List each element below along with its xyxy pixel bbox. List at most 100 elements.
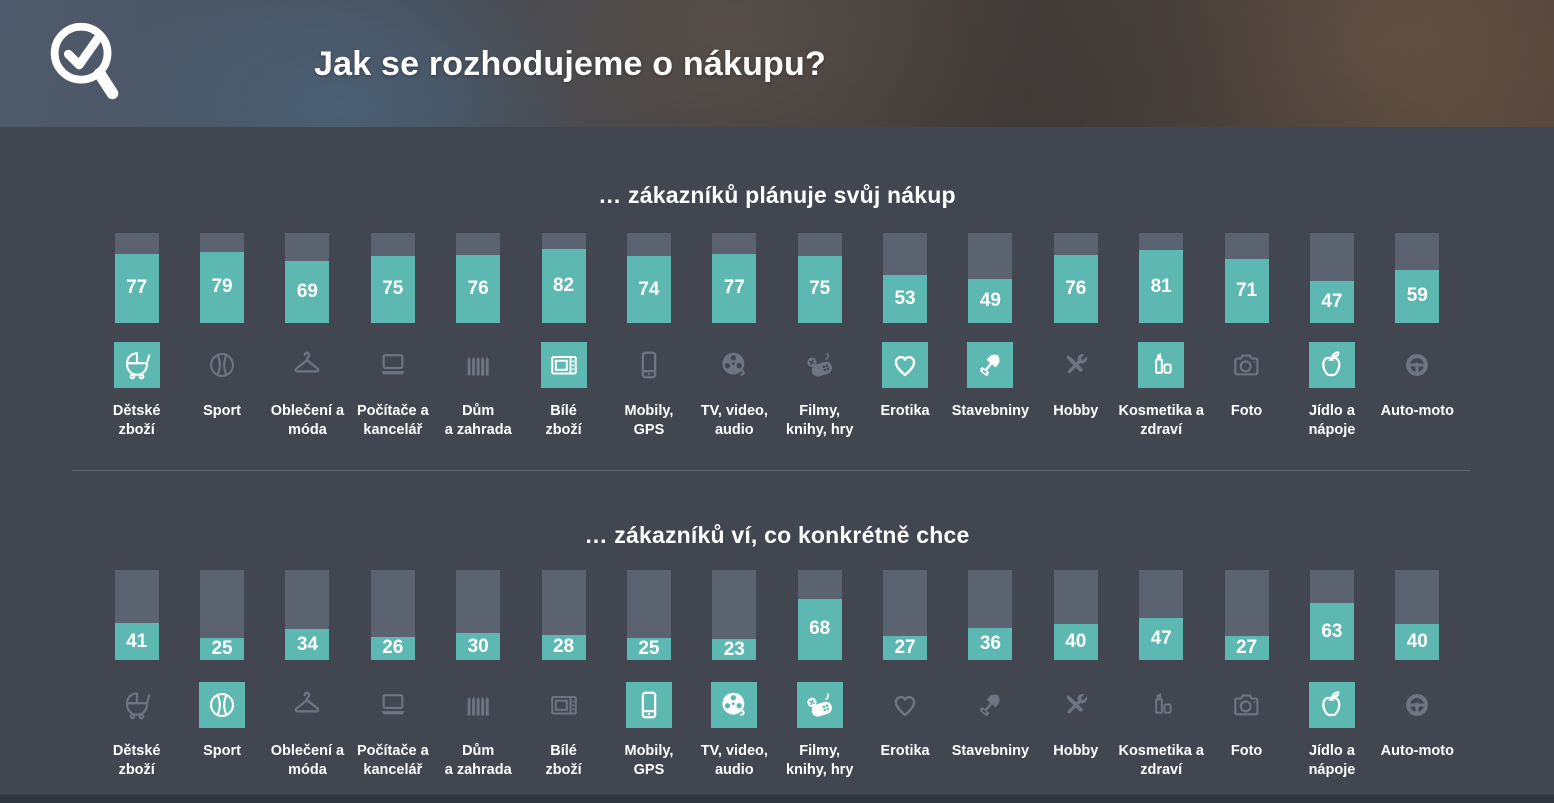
bar-fill: 41	[114, 623, 159, 660]
bar-fill: 59	[1395, 269, 1440, 323]
bar-value: 49	[979, 289, 1001, 311]
category-label: Mobily, GPS	[625, 402, 674, 439]
category-label: Kosmetika a zdraví	[1118, 402, 1203, 439]
bottom-strip	[0, 795, 1554, 803]
category-label: Dětské zboží	[113, 402, 161, 439]
category-label-line: Počítače a	[356, 403, 429, 419]
microwave-icon	[540, 342, 587, 388]
category-label-line: TV, video,	[700, 743, 768, 759]
bar-fill: 26	[370, 636, 415, 660]
bar-fill: 71	[1224, 259, 1269, 323]
category-label-line: nápoje	[1308, 761, 1356, 778]
category-label-line: Dům	[462, 403, 495, 419]
category-column: 30 Dům a zahrada	[436, 570, 521, 779]
category-column: 81 Kosmetika a zdraví	[1118, 233, 1204, 439]
bar-track: 49	[968, 233, 1013, 323]
category-label-line: Filmy,	[799, 743, 841, 759]
category-label-line: Auto-moto	[1380, 403, 1454, 419]
bar-fill: 75	[797, 255, 842, 323]
bar-track: 82	[541, 233, 586, 323]
category-label-line: Stavebniny	[951, 743, 1030, 759]
bar-value: 71	[1235, 280, 1258, 302]
bar-value: 41	[126, 630, 148, 652]
category-label-line: Mobily,	[624, 403, 674, 419]
bar-fill: 36	[968, 627, 1013, 660]
category-label: Filmy, knihy, hry	[786, 742, 853, 779]
bar-value: 76	[467, 277, 489, 299]
laptop-icon	[370, 342, 416, 388]
bar-value: 36	[979, 632, 1001, 654]
category-column: 76 Dům a zahrada	[436, 233, 521, 439]
header-photo	[0, 0, 1554, 127]
category-label: Oblečení a móda	[271, 402, 344, 439]
gamepad-icon	[796, 682, 843, 728]
bar-value: 69	[296, 280, 318, 302]
category-column: 77 Dětské zboží	[94, 233, 179, 439]
bar-track: 77	[114, 233, 159, 323]
bar-track: 69	[285, 233, 330, 323]
category-column: 25 Sport	[179, 570, 264, 779]
category-label: Hobby	[1053, 402, 1098, 421]
category-column: 23 TV, video, audio	[692, 570, 777, 779]
category-column: 25 Mobily, GPS	[606, 570, 691, 779]
basketball-icon	[199, 682, 246, 728]
bar-fill: 23	[712, 639, 757, 660]
bar-track: 26	[370, 570, 415, 660]
bar-value: 25	[638, 637, 660, 659]
camera-icon	[1224, 342, 1270, 388]
category-label-line: Foto	[1230, 743, 1263, 759]
bar-track: 59	[1395, 233, 1440, 323]
logo	[0, 0, 170, 127]
bar-fill: 76	[456, 254, 501, 323]
category-column: 69 Oblečení a móda	[265, 233, 350, 439]
microwave-icon	[541, 682, 587, 728]
category-column: 79 Sport	[179, 233, 264, 439]
bar-fill: 68	[797, 598, 842, 660]
heart-icon	[882, 342, 929, 388]
category-column: 28 Bílé zboží	[521, 570, 606, 779]
category-label: Jídlo a nápoje	[1309, 742, 1356, 779]
lipstick-icon	[1138, 342, 1185, 388]
bar-value: 81	[1150, 275, 1172, 297]
bar-value: 26	[382, 637, 404, 659]
stroller-icon	[113, 342, 160, 388]
category-label: Bílé zboží	[545, 402, 581, 439]
bar-fill: 69	[285, 260, 330, 323]
category-label-line: Bílé	[550, 403, 577, 419]
bar-track: 36	[968, 570, 1013, 660]
category-column: 74 Mobily, GPS	[606, 233, 691, 439]
bar-track: 40	[1395, 570, 1440, 660]
category-column: 82 Bílé zboží	[521, 233, 606, 439]
bar-track: 71	[1224, 233, 1269, 323]
tools-icon	[1053, 342, 1099, 388]
category-column: 47 Jídlo a nápoje	[1289, 233, 1374, 439]
category-column: 75 Filmy, knihy, hry	[777, 233, 862, 439]
chart-planned-purchase: 77 Dětské zboží 79 Sport 69 Oblečení a mód…	[94, 233, 1460, 439]
apple-icon	[1308, 342, 1355, 388]
bar-track: 75	[797, 233, 842, 323]
apple-icon	[1308, 682, 1355, 728]
category-label: Dětské zboží	[113, 742, 161, 779]
category-label-line: Hobby	[1053, 403, 1099, 419]
category-label-line: Dětské	[112, 743, 161, 759]
bar-value: 27	[894, 636, 916, 658]
bar-track: 81	[1139, 233, 1184, 323]
bar-track: 34	[285, 570, 330, 660]
bar-fill: 49	[968, 278, 1013, 323]
category-label-line: zboží	[118, 761, 155, 778]
category-label: Mobily, GPS	[625, 742, 674, 779]
category-label-line: zboží	[545, 421, 582, 438]
bar-track: 68	[797, 570, 842, 660]
bar-fill: 47	[1139, 617, 1184, 660]
category-column: 27 Erotika	[862, 570, 947, 779]
category-label: Dům a zahrada	[445, 402, 512, 439]
category-column: 71 Foto	[1204, 233, 1289, 439]
category-label-line: Dětské	[112, 403, 161, 419]
bar-track: 77	[712, 233, 757, 323]
category-label-line: a zahrada	[444, 421, 512, 438]
category-label-line: audio	[714, 421, 754, 438]
category-label: Foto	[1231, 402, 1262, 421]
phone-icon	[626, 342, 672, 388]
category-label: Sport	[203, 742, 241, 761]
